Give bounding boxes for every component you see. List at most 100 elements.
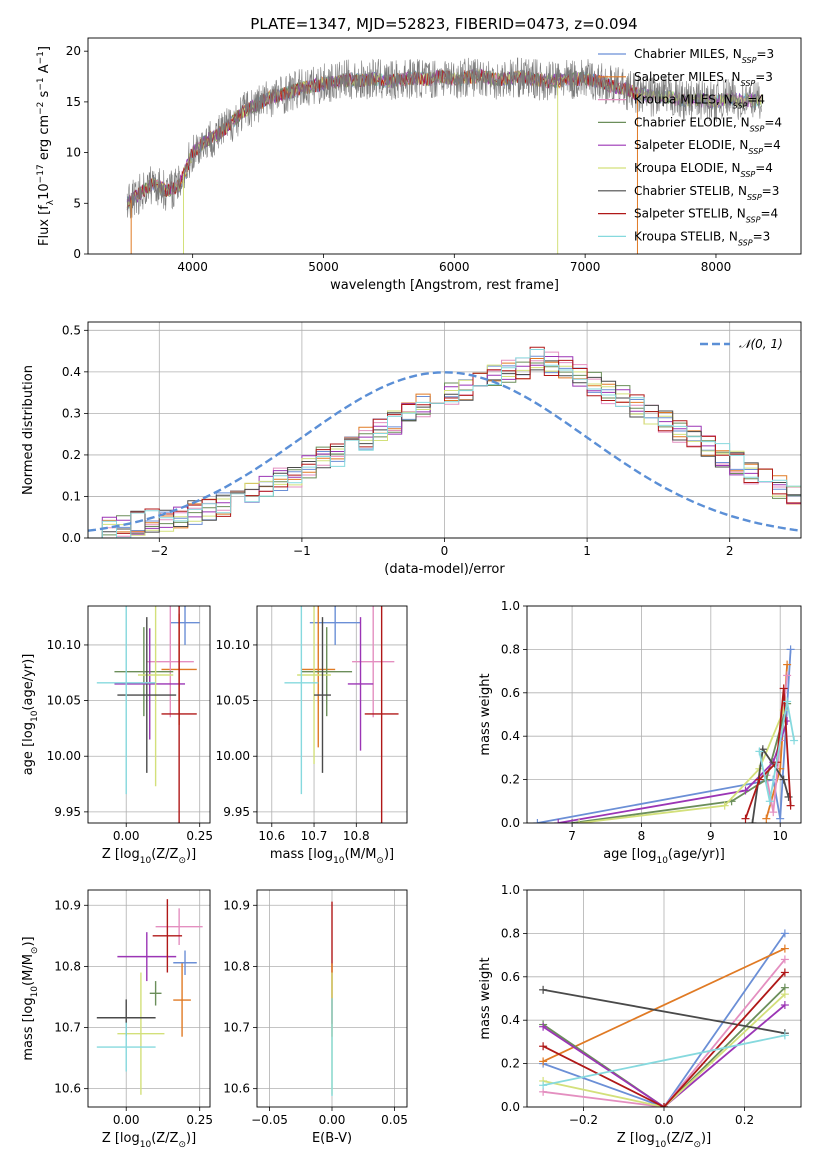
data-point — [117, 617, 177, 773]
y-tick-label: 5 — [73, 196, 81, 210]
legend-item: Salpeter MILES, NSSP=3 — [598, 70, 773, 87]
data-point — [96, 606, 156, 795]
weight-marker — [575, 819, 584, 823]
data-point — [117, 932, 177, 982]
data-point — [364, 606, 399, 823]
weight-marker — [784, 792, 793, 801]
plot-area — [126, 57, 762, 254]
weight-marker — [720, 801, 729, 810]
x-tick-label: 7000 — [570, 260, 601, 274]
x-tick-label: 0.05 — [381, 1113, 408, 1127]
weight-marker — [786, 801, 795, 810]
y-tick-label: 10.8 — [223, 959, 250, 973]
y-tick-label: 9.95 — [223, 805, 250, 819]
y-tick-label: 10.8 — [54, 959, 81, 973]
x-tick-label: −1 — [293, 544, 311, 558]
weight-marker — [780, 1031, 789, 1040]
y-tick-label: 10.00 — [47, 749, 81, 763]
x-tick-label: 1 — [583, 544, 591, 558]
y-axis-label: Normed distribution — [21, 365, 36, 495]
weight-marker — [533, 819, 542, 823]
y-tick-label: 0.4 — [62, 365, 81, 379]
y-tick-label: 10.05 — [216, 694, 250, 708]
y-tick-label: 10.00 — [216, 749, 250, 763]
y-axis-label: Flux [fλ10−17 erg cm−2 s−1 A−1] — [36, 46, 56, 246]
legend-item: Salpeter ELODIE, NSSP=4 — [598, 138, 781, 156]
x-tick-label: 0.25 — [186, 829, 213, 843]
y-tick-label: 1.0 — [501, 599, 520, 613]
x-axis-label: wavelength [Angstrom, rest frame] — [330, 278, 559, 293]
x-tick-label: 10.7 — [301, 829, 328, 843]
y-tick-label: 10.6 — [54, 1082, 81, 1096]
weight-line — [542, 993, 786, 1107]
plot-area — [96, 899, 203, 1095]
y-axis-label: mass weight — [478, 957, 493, 1039]
x-tick-label: 10 — [773, 829, 788, 843]
weight-marker — [539, 1042, 548, 1051]
panel-mass-vs-EBV: −0.05 0.00 0.05 10.6 10.7 10.8 10.9 E(B-V) — [223, 889, 408, 1146]
plot-area — [539, 929, 789, 1107]
panel-mass-weight-vs-age: 7 8 9 10 0.0 0.2 0.4 0.6 0.8 1.0 age [log10(age/yr… — [478, 599, 802, 866]
y-tick-label: 0.0 — [501, 1100, 520, 1114]
weight-line — [542, 947, 786, 1063]
legend-label: Kroupa STELIB, NSSP=3 — [634, 229, 770, 247]
data-point — [137, 606, 174, 787]
panel-mass-weight-vs-Z: −0.2 0.0 0.2 0.0 0.2 0.4 0.6 0.8 1.0 Z [log10(Z/Z… — [478, 883, 802, 1150]
x-tick-label: 0 — [441, 544, 449, 558]
x-tick-label: 0.0 — [654, 1113, 673, 1127]
weight-marker — [790, 736, 799, 745]
axes-frame — [526, 889, 802, 1108]
data-point — [170, 606, 200, 645]
x-tick-label: 4000 — [177, 260, 208, 274]
panel-mass-vs-Z: 0.00 0.25 10.6 10.7 10.8 10.9 Z [log10(Z/Z⊙)] m… — [21, 889, 213, 1150]
legend-item: Chabrier STELIB, NSSP=3 — [598, 184, 779, 201]
weight-line — [542, 958, 786, 1107]
y-tick-label: 0.3 — [62, 406, 81, 420]
legend-normal: 𝒩(0, 1) — [700, 337, 783, 351]
data-point — [152, 899, 183, 973]
plot-area — [88, 346, 801, 538]
legend-item: Kroupa STELIB, NSSP=3 — [598, 229, 770, 247]
weight-marker — [769, 808, 778, 817]
y-tick-label: 10.7 — [223, 1021, 250, 1035]
weight-marker — [762, 814, 771, 823]
x-tick-label: −0.05 — [251, 1113, 288, 1127]
y-tick-label: 0.1 — [62, 489, 81, 503]
weight-marker — [779, 684, 788, 693]
y-tick-label: 15 — [66, 95, 81, 109]
weight-marker — [780, 955, 789, 964]
x-tick-label: 7 — [568, 829, 576, 843]
weight-line — [542, 1034, 786, 1087]
normal-curve — [88, 371, 801, 532]
data-point — [114, 627, 174, 717]
axes-frame — [87, 889, 211, 1108]
data-point — [146, 606, 194, 718]
x-tick-label: 0.2 — [735, 1113, 754, 1127]
axes-frame — [87, 605, 211, 824]
y-tick-label: 0.4 — [501, 1013, 520, 1027]
legend-item: Chabrier MILES, NSSP=3 — [598, 47, 774, 65]
axes-frame — [526, 605, 802, 824]
plot-area — [96, 606, 200, 823]
data-point — [301, 627, 353, 717]
axes-frame — [87, 37, 802, 255]
x-tick-label: 8000 — [701, 260, 732, 274]
x-axis-label: (data-model)/error — [384, 562, 505, 577]
data-point — [173, 950, 197, 975]
weight-line — [542, 932, 786, 1107]
y-axis-label: mass weight — [478, 673, 493, 755]
data-point — [155, 908, 203, 946]
legend: Chabrier MILES, NSSP=3 Salpeter MILES, NS… — [598, 47, 782, 247]
y-tick-label: 0.8 — [501, 926, 520, 940]
y-tick-label: 9.95 — [54, 805, 81, 819]
y-axis-label: age [log10(age/yr)] — [21, 654, 40, 776]
data-point — [301, 606, 336, 748]
legend-label: Chabrier ELODIE, NSSP=4 — [634, 115, 782, 132]
x-tick-label: −2 — [150, 544, 168, 558]
y-tick-label: 10.9 — [223, 898, 250, 912]
y-tick-label: 10.05 — [47, 694, 81, 708]
weight-marker — [776, 814, 785, 823]
weight-marker — [780, 968, 789, 977]
weight-marker — [755, 747, 764, 756]
